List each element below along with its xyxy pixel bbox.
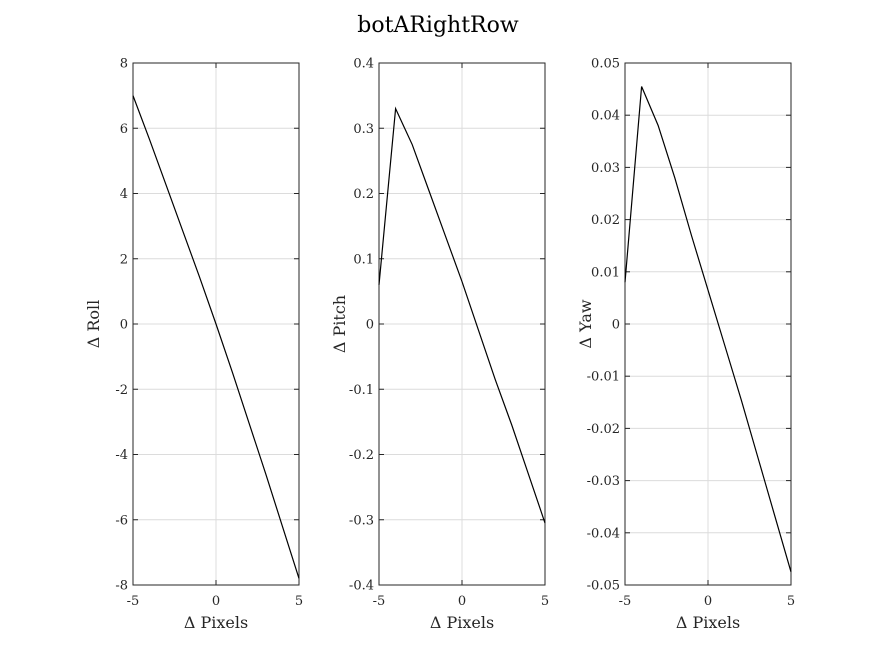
roll-ytick-label-0: -8 bbox=[115, 579, 128, 594]
yaw-series-line bbox=[624, 86, 792, 573]
yaw-ytick-label-10: 0.05 bbox=[591, 57, 620, 72]
yaw-ytick-label-7: 0.02 bbox=[591, 213, 620, 228]
roll-ylabel: Δ Roll bbox=[84, 300, 103, 349]
yaw-ytick-label-9: 0.04 bbox=[591, 109, 620, 124]
pitch-ytick-label-0: -0.4 bbox=[349, 579, 374, 594]
pitch-xtick-label-1: 0 bbox=[458, 594, 466, 609]
subplot-yaw: -5 0 5 -0.05 -0.04 -0.03 -0.02 -0.01 0 0.01 0.02 0.… bbox=[576, 57, 795, 633]
roll-xtick-label-0: -5 bbox=[127, 594, 140, 609]
pitch-ytick-label-3: -0.1 bbox=[349, 383, 374, 398]
subplot-pitch: -5 0 5 -0.4 -0.3 -0.2 -0.1 0 0.1 0.2 0.3 0.4 Δ Pixel… bbox=[330, 57, 549, 633]
pitch-ytick-label-5: 0.1 bbox=[353, 252, 374, 267]
roll-ytick-label-1: -6 bbox=[115, 513, 128, 528]
yaw-ylabel: Δ Yaw bbox=[576, 299, 595, 349]
roll-xtick-label-2: 5 bbox=[295, 594, 303, 609]
yaw-ytick-label-1: -0.04 bbox=[587, 526, 620, 541]
roll-series-line bbox=[132, 95, 300, 579]
roll-ytick-label-6: 4 bbox=[120, 187, 128, 202]
roll-ytick-label-8: 8 bbox=[120, 57, 128, 72]
pitch-ytick-label-4: 0 bbox=[366, 318, 374, 333]
roll-ytick-label-4: 0 bbox=[120, 318, 128, 333]
figure-title: botARightRow bbox=[357, 13, 519, 38]
yaw-ytick-label-5: 0 bbox=[612, 318, 620, 333]
roll-ytick-label-2: -4 bbox=[115, 448, 128, 463]
yaw-ytick-label-4: -0.01 bbox=[587, 370, 620, 385]
yaw-ytick-label-2: -0.03 bbox=[587, 474, 620, 489]
pitch-ytick-label-8: 0.4 bbox=[353, 57, 374, 72]
roll-ytick-label-7: 6 bbox=[120, 122, 128, 137]
yaw-xtick-label-2: 5 bbox=[787, 594, 795, 609]
roll-ytick-label-3: -2 bbox=[115, 383, 128, 398]
pitch-ytick-label-6: 0.2 bbox=[353, 187, 374, 202]
pitch-xtick-label-2: 5 bbox=[541, 594, 549, 609]
pitch-ylabel: Δ Pitch bbox=[330, 295, 349, 353]
yaw-xtick-label-0: -5 bbox=[619, 594, 632, 609]
pitch-ytick-label-1: -0.3 bbox=[349, 513, 374, 528]
yaw-ytick-label-8: 0.03 bbox=[591, 161, 620, 176]
yaw-ytick-label-0: -0.05 bbox=[587, 579, 620, 594]
yaw-ytick-label-6: 0.01 bbox=[591, 265, 620, 280]
pitch-xtick-label-0: -5 bbox=[373, 594, 386, 609]
yaw-xtick-label-1: 0 bbox=[704, 594, 712, 609]
pitch-xlabel: Δ Pixels bbox=[430, 613, 494, 632]
pitch-ytick-label-7: 0.3 bbox=[353, 122, 374, 137]
yaw-xlabel: Δ Pixels bbox=[676, 613, 740, 632]
roll-ytick-label-5: 2 bbox=[120, 252, 128, 267]
yaw-ytick-label-3: -0.02 bbox=[587, 422, 620, 437]
pitch-series-line bbox=[378, 106, 546, 524]
pitch-ytick-label-2: -0.2 bbox=[349, 448, 374, 463]
roll-xtick-label-1: 0 bbox=[212, 594, 220, 609]
subplot-roll: -5 0 5 -8 -6 -4 -2 0 2 4 6 8 Δ Pixels Δ Roll bbox=[84, 57, 303, 633]
roll-xlabel: Δ Pixels bbox=[184, 613, 248, 632]
